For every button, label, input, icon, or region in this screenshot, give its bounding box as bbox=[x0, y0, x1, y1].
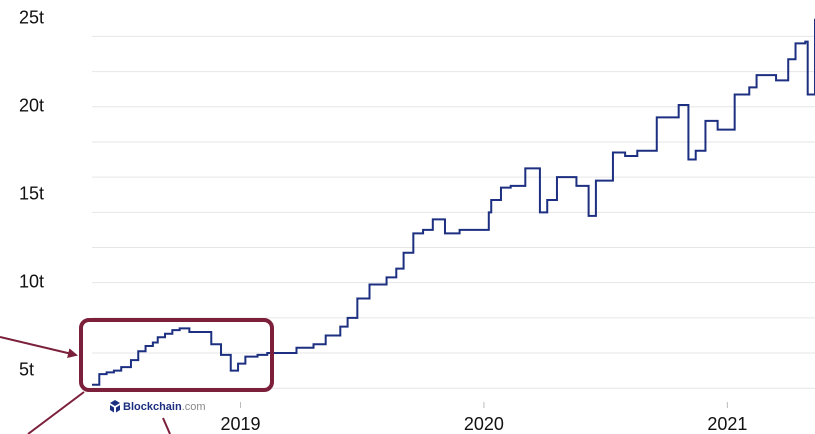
y-tick-label: 5t bbox=[19, 359, 34, 379]
x-tick-label: 2021 bbox=[707, 414, 747, 434]
arrow bbox=[0, 336, 78, 359]
x-tick-label: 2020 bbox=[464, 414, 504, 434]
y-tick-label: 25t bbox=[19, 8, 44, 28]
highlight-box bbox=[79, 318, 274, 392]
plot bbox=[92, 18, 815, 386]
pointer-line bbox=[27, 391, 85, 434]
pointer-line bbox=[162, 417, 171, 434]
watermark-suffix: .com bbox=[182, 401, 206, 413]
y-tick-label: 20t bbox=[19, 96, 44, 116]
watermark: Blockchain.com bbox=[110, 400, 206, 413]
grid bbox=[92, 35, 815, 389]
watermark-brand: Blockchain bbox=[123, 401, 182, 413]
x-tick-label: 2019 bbox=[220, 414, 260, 434]
logo-icon bbox=[110, 400, 120, 413]
y-tick-label: 15t bbox=[19, 183, 44, 203]
data-line bbox=[92, 18, 815, 386]
y-tick-label: 10t bbox=[19, 271, 44, 291]
svg-text:Blockchain.com: Blockchain.com bbox=[123, 401, 206, 413]
